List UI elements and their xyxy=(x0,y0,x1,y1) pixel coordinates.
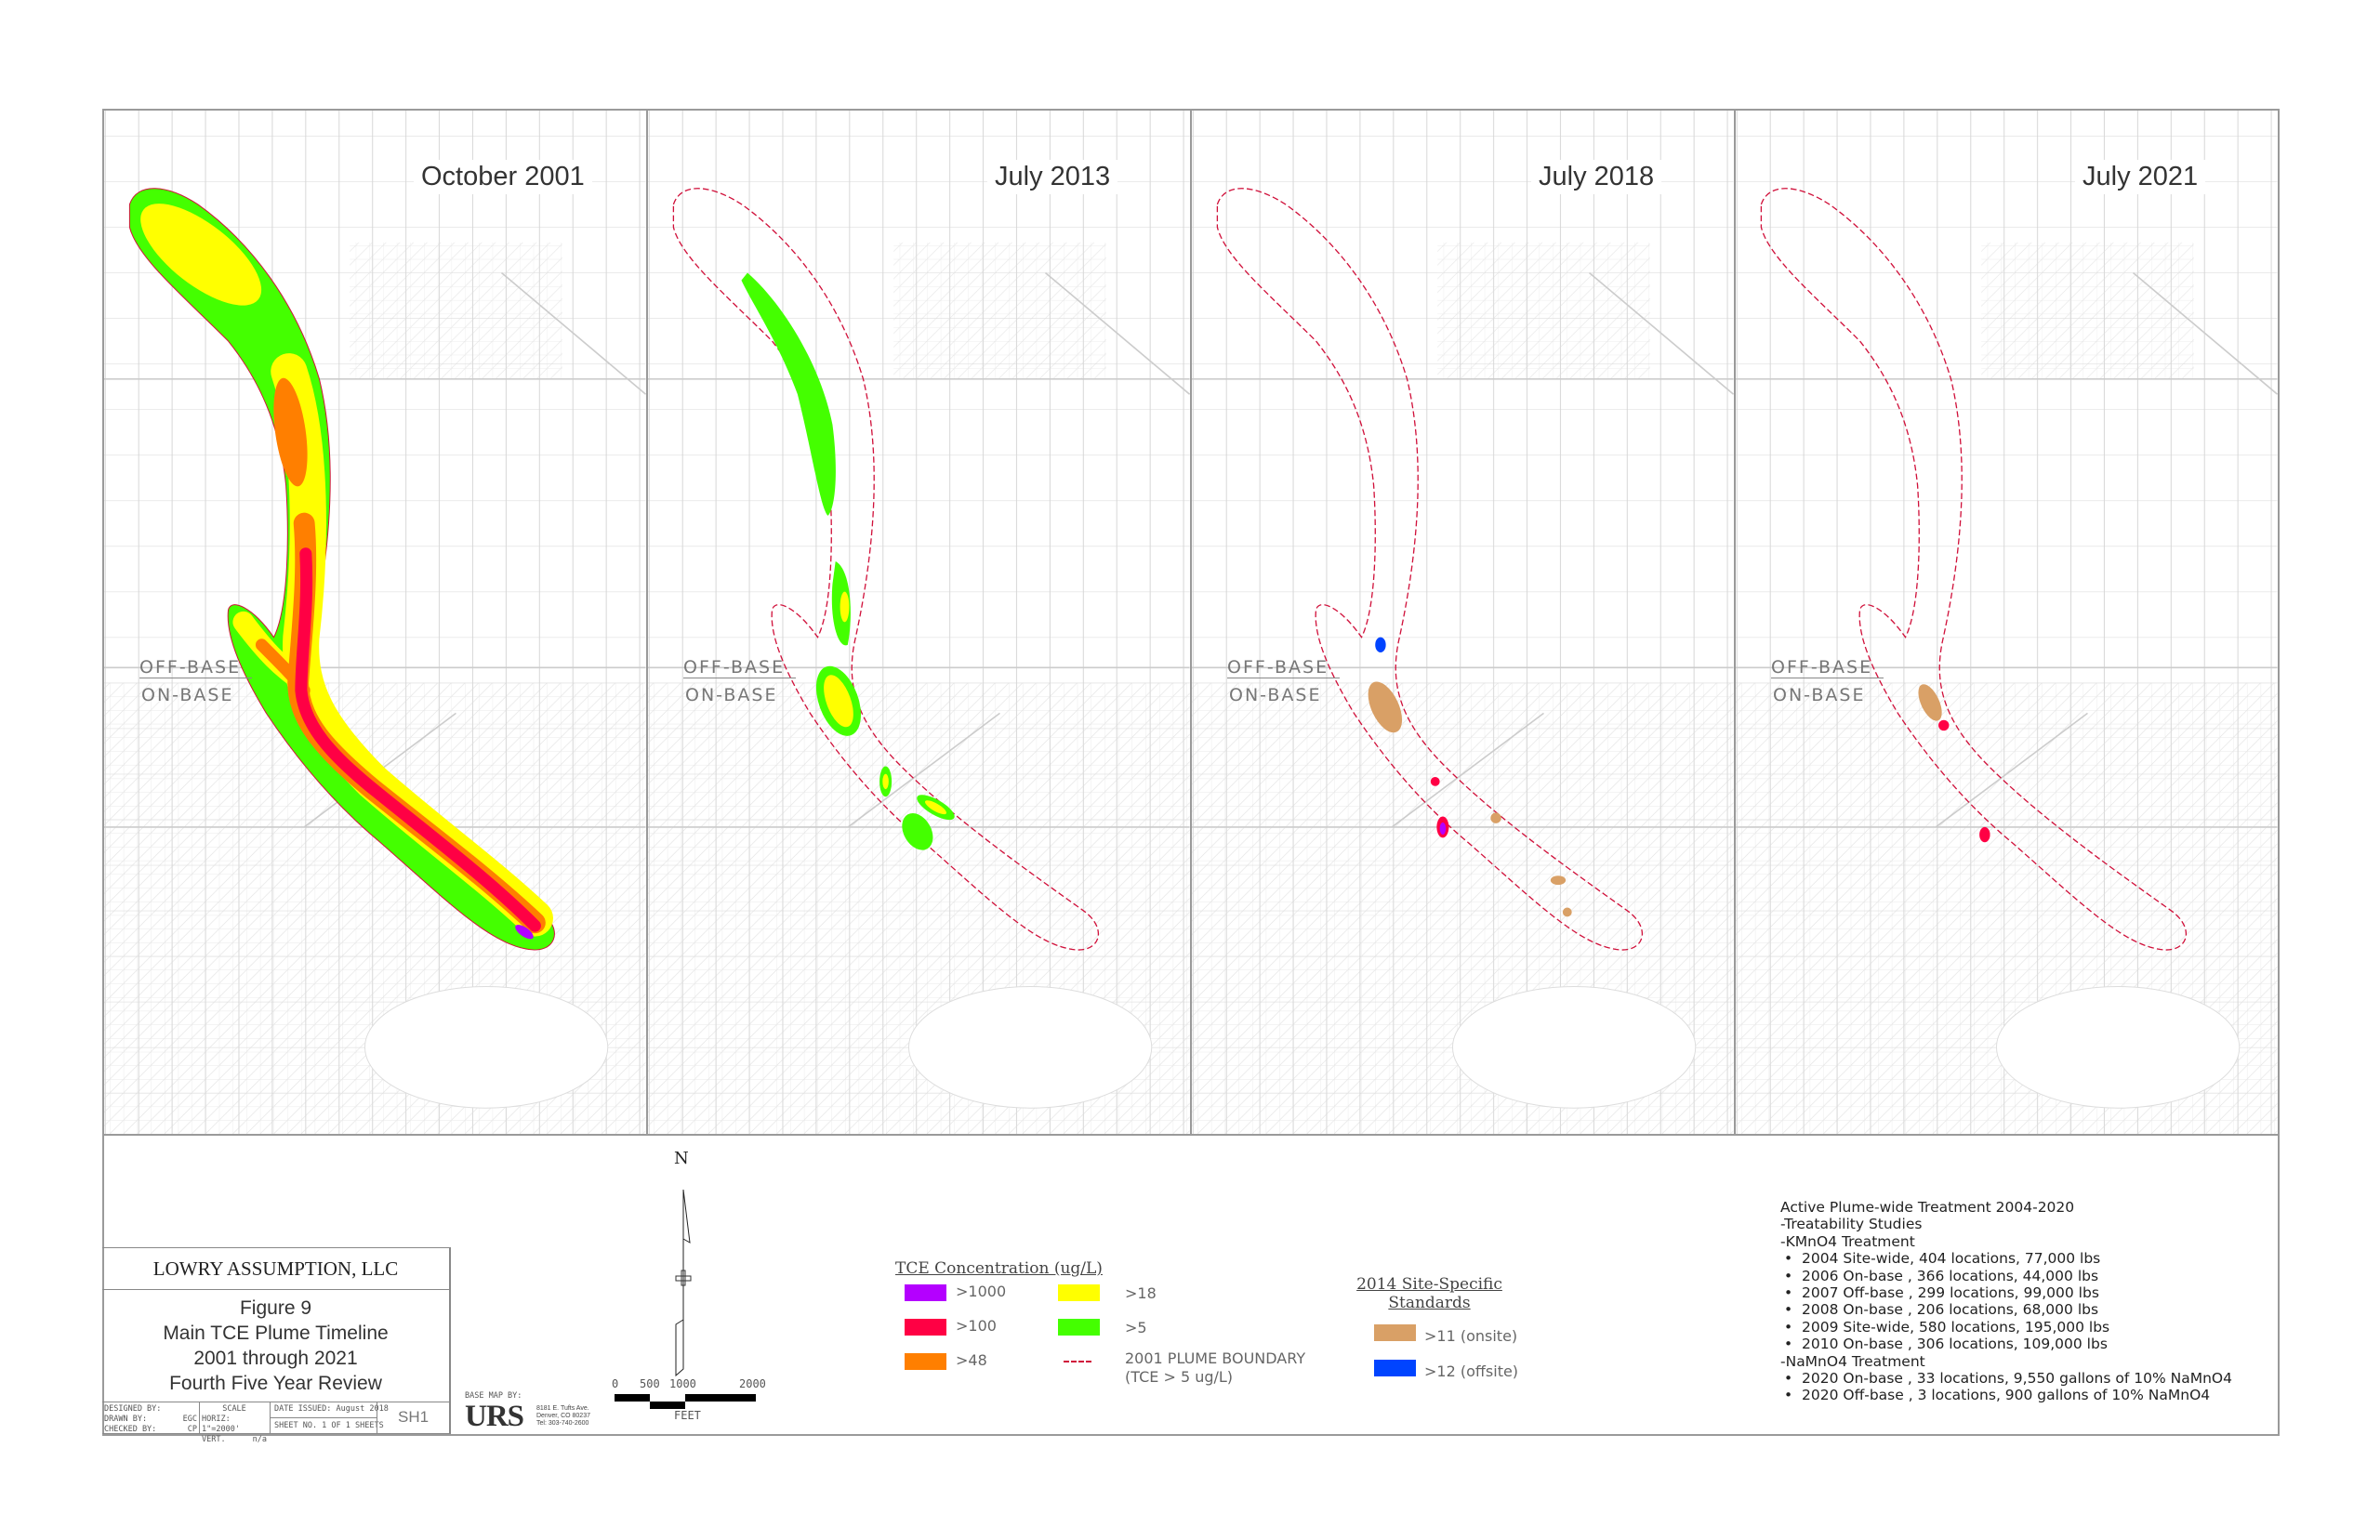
urs-city: Denver, CO 80237 xyxy=(536,1413,590,1419)
legend-boundary-line xyxy=(1064,1361,1091,1362)
panel-divider xyxy=(1190,109,1192,1134)
scale-tick: 1000 xyxy=(669,1377,696,1390)
plume-maps xyxy=(102,109,2278,1134)
figure-subtitle: Fourth Five Year Review xyxy=(169,1373,382,1394)
drawn-by-value: EGC xyxy=(182,1415,197,1424)
on-base-label: ON-BASE xyxy=(685,685,778,705)
company-name: LOWRY ASSUMPTION, LLC xyxy=(102,1248,449,1290)
notes-heading: Active Plume-wide Treatment 2004-2020 xyxy=(1780,1199,2075,1216)
notes-subheading: -NaMnO4 Treatment xyxy=(1780,1352,1925,1370)
legend-label: >5 xyxy=(1125,1319,1147,1336)
legend-swatch-100 xyxy=(905,1319,946,1336)
legend-swatch-offsite xyxy=(1374,1360,1416,1376)
divider xyxy=(102,1134,2278,1136)
title-block: LOWRY ASSUMPTION, LLC Figure 9 Main TCE … xyxy=(102,1247,451,1444)
legend-label: >1000 xyxy=(956,1283,1007,1300)
off-base-label: OFF-BASE xyxy=(683,657,797,678)
off-base-label: OFF-BASE xyxy=(1771,657,1884,678)
north-label: N xyxy=(674,1149,689,1168)
sheet-id: SH1 xyxy=(398,1408,430,1426)
legend-label: >48 xyxy=(956,1351,987,1369)
figure-title: Main TCE Plume Timeline xyxy=(163,1323,389,1344)
urs-address: 8181 E. Tufts Ave. xyxy=(536,1405,589,1412)
scale-horiz: HORIZ: 1"=2000' xyxy=(202,1415,240,1434)
zone-18 xyxy=(140,204,262,306)
notes-item: 2020 On-base , 33 locations, 9,550 gallo… xyxy=(1802,1370,2232,1388)
notes-item: 2008 On-base , 206 locations, 68,000 lbs xyxy=(1802,1301,2099,1319)
treatment-notes: Active Plume-wide Treatment 2004-2020 -T… xyxy=(1780,1199,2232,1404)
scale-vert: VERT. xyxy=(202,1435,226,1444)
north-arrow-icon xyxy=(675,1189,692,1377)
notes-subheading: -Treatability Studies xyxy=(1780,1216,1923,1233)
scale-vert-value: n/a xyxy=(252,1435,267,1444)
panel-title-jul-2021: July 2021 xyxy=(2075,160,2206,194)
scale-tick: 2000 xyxy=(739,1377,766,1390)
legend-title: TCE Concentration (ug/L) xyxy=(895,1259,1103,1278)
scale-tick: 0 xyxy=(612,1377,619,1390)
figure-number: Figure 9 xyxy=(239,1297,312,1319)
notes-item: 2010 On-base , 306 locations, 109,000 lb… xyxy=(1802,1336,2108,1353)
plume-jul-2021 xyxy=(1760,187,2188,951)
legend-label: >100 xyxy=(956,1317,997,1335)
legend-swatch-5 xyxy=(1058,1319,1100,1336)
legend-label: >12 (offsite) xyxy=(1424,1362,1519,1380)
scale-tick: 500 xyxy=(640,1377,660,1390)
standards-title: Standards xyxy=(1388,1294,1471,1312)
legend-label: >18 xyxy=(1125,1284,1157,1302)
off-base-label: OFF-BASE xyxy=(1227,657,1341,678)
scale-bar: 0 500 1000 2000 FEET xyxy=(609,1377,776,1426)
legend-label: 2001 PLUME BOUNDARY xyxy=(1125,1349,1306,1367)
zone-1000 xyxy=(515,924,534,940)
on-base-label: ON-BASE xyxy=(141,685,234,705)
on-base-label: ON-BASE xyxy=(1229,685,1322,705)
checked-by: CHECKED BY: xyxy=(104,1425,157,1434)
zone-48 xyxy=(273,377,308,487)
legend-swatch-18 xyxy=(1058,1284,1100,1301)
checked-by-value: CP xyxy=(187,1425,197,1434)
notes-item: 2004 Site-wide, 404 locations, 77,000 lb… xyxy=(1802,1250,2101,1268)
notes-subheading: -KMnO4 Treatment xyxy=(1780,1232,1915,1250)
notes-item: 2007 Off-base , 299 locations, 99,000 lb… xyxy=(1802,1284,2099,1302)
panel-divider xyxy=(1734,109,1736,1134)
designed-by: DESIGNED BY: xyxy=(104,1404,162,1414)
legend-swatch-1000 xyxy=(905,1284,946,1301)
notes-item: 2006 On-base , 366 locations, 44,000 lbs xyxy=(1802,1267,2099,1284)
on-base-label: ON-BASE xyxy=(1773,685,1866,705)
plume-jul-2018 xyxy=(1216,187,1644,951)
scale-label: SCALE xyxy=(222,1404,246,1414)
panel-title-jul-2013: July 2013 xyxy=(987,160,1118,194)
panel-title-oct-2001: October 2001 xyxy=(414,160,592,194)
legend-label: (TCE > 5 ug/L) xyxy=(1125,1368,1234,1386)
panel-title-jul-2018: July 2018 xyxy=(1531,160,1662,194)
urs-logo: URS xyxy=(465,1400,524,1433)
panel-divider xyxy=(646,109,648,1134)
notes-item: 2009 Site-wide, 580 locations, 195,000 l… xyxy=(1802,1318,2110,1336)
figure-years: 2001 through 2021 xyxy=(193,1348,358,1369)
scale-unit: FEET xyxy=(674,1409,701,1422)
date-issued: DATE ISSUED: August 2018 xyxy=(274,1404,389,1414)
base-map-label: BASE MAP BY: xyxy=(465,1391,522,1401)
notes-item: 2020 Off-base , 3 locations, 900 gallons… xyxy=(1802,1387,2211,1404)
standards-title: 2014 Site-Specific xyxy=(1356,1275,1502,1294)
legend-label: >11 (onsite) xyxy=(1424,1327,1518,1345)
plume-oct-2001 xyxy=(128,187,556,951)
legend-swatch-48 xyxy=(905,1353,946,1370)
sheet-number: SHEET NO. 1 OF 1 SHEETS xyxy=(274,1421,384,1430)
off-base-label: OFF-BASE xyxy=(139,657,253,678)
plume-jul-2013 xyxy=(672,187,1100,951)
legend-swatch-onsite xyxy=(1374,1324,1416,1341)
drawn-by: DRAWN BY: xyxy=(104,1415,148,1424)
urs-phone: Tel: 303-740-2600 xyxy=(536,1420,589,1427)
